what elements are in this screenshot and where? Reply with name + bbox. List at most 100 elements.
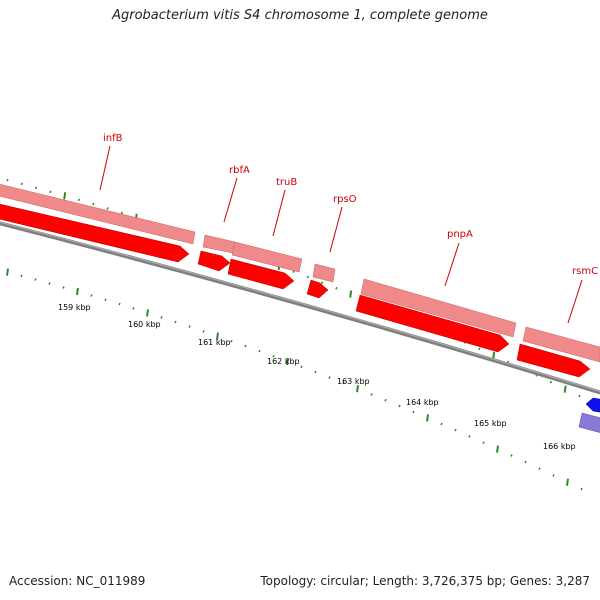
minor-tick	[510, 454, 513, 457]
minor-tick	[549, 380, 553, 384]
major-tick	[426, 414, 429, 422]
kbp-label: 166 kbp	[543, 442, 576, 451]
minor-tick	[335, 286, 338, 290]
minor-tick	[258, 349, 261, 353]
major-tick	[146, 309, 149, 317]
leader-rsmC	[567, 279, 583, 324]
gene-label-rbfA: rbfA	[229, 165, 250, 176]
kbp-label: 160 kbp	[128, 320, 161, 329]
gene-label-rsmC: rsmC	[572, 266, 598, 277]
major-tick	[349, 290, 353, 298]
minor-tick	[20, 274, 23, 278]
leader-truB	[272, 189, 286, 237]
minor-tick	[524, 460, 527, 464]
gene-arrow-rbfA	[197, 250, 231, 272]
minor-tick	[230, 339, 233, 343]
accession-text: Accession: NC_011989	[9, 574, 146, 588]
gene-arrows	[0, 203, 591, 378]
genome-backbone	[0, 221, 600, 395]
major-tick	[6, 268, 9, 276]
genome-backbone-highlight	[0, 221, 600, 392]
minor-tick	[188, 325, 191, 328]
minor-tick	[120, 211, 124, 215]
minor-tick	[244, 344, 247, 348]
leader-pnpA	[444, 242, 460, 287]
minor-tick	[118, 302, 121, 306]
gene-label-leaders	[99, 145, 583, 324]
minor-tick	[202, 330, 205, 333]
minor-tick	[580, 487, 583, 491]
minor-tick	[106, 207, 109, 210]
minor-tick	[454, 428, 457, 432]
minor-tick	[328, 376, 331, 379]
gene-arrow-rpsO	[306, 279, 329, 299]
minor-tick	[412, 410, 415, 414]
minor-tick	[342, 381, 345, 385]
gene-arrow-infB	[0, 203, 190, 263]
leader-rbfA	[223, 177, 238, 223]
reverse-gene-arrow	[585, 397, 600, 413]
minor-tick	[48, 282, 51, 285]
minor-tick	[20, 182, 23, 186]
minor-tick	[160, 316, 163, 319]
major-tick	[563, 385, 567, 393]
kbp-labels: 159 kbp 160 kbp 161 kbp 162 kbp 163 kbp …	[58, 303, 576, 451]
gene-arrow-truB	[227, 258, 295, 290]
minor-tick	[49, 190, 52, 194]
kbp-label: 162 kbp	[267, 357, 300, 366]
major-tick	[216, 332, 219, 340]
gene-labels: infB rbfA truB rpsO pnpA rsmC	[103, 133, 598, 277]
kbp-label: 165 kbp	[474, 419, 507, 428]
major-tick	[566, 478, 569, 486]
minor-tick	[320, 281, 324, 285]
minor-tick	[370, 393, 373, 396]
minor-tick	[77, 198, 81, 202]
leader-infB	[99, 145, 111, 191]
gene-label-pnpA: pnpA	[447, 229, 473, 240]
major-tick	[286, 357, 289, 366]
feature-bar-truB	[231, 241, 303, 273]
leader-rpsO	[329, 206, 343, 253]
kbp-label: 163 kbp	[337, 377, 370, 386]
minor-tick	[104, 298, 107, 302]
reverse-genes	[578, 397, 600, 433]
minor-tick	[440, 422, 443, 426]
map-title: Agrobacterium vitis S4 chromosome 1, com…	[112, 8, 488, 23]
major-tick	[356, 385, 359, 393]
minor-tick	[552, 474, 555, 477]
gene-label-infB: infB	[103, 133, 123, 144]
gene-label-rpsO: rpsO	[333, 194, 357, 205]
kbp-label: 159 kbp	[58, 303, 91, 312]
inner-tick-ring	[6, 268, 583, 491]
kbp-label: 161 kbp	[198, 338, 231, 347]
minor-tick	[132, 307, 135, 310]
minor-tick	[578, 394, 581, 398]
minor-tick	[292, 270, 295, 274]
major-tick	[496, 445, 499, 453]
major-tick	[492, 351, 496, 359]
minor-tick	[478, 347, 481, 351]
feature-bar-rbfA	[202, 234, 236, 254]
minor-tick	[174, 320, 177, 324]
major-tick	[63, 192, 67, 200]
minor-tick	[92, 202, 95, 206]
minor-tick	[538, 467, 541, 471]
minor-tick	[314, 370, 317, 374]
minor-tick	[6, 178, 9, 182]
feature-bars-outer	[0, 183, 600, 363]
minor-tick	[34, 278, 37, 281]
major-tick	[76, 287, 79, 296]
feature-bar-pnpA	[360, 278, 517, 338]
minor-tick	[34, 186, 38, 190]
minor-tick	[300, 365, 303, 369]
reverse-feature-bar	[578, 412, 600, 433]
feature-bar-rsmC	[522, 326, 600, 363]
feature-bar-rpsO	[312, 263, 336, 283]
minor-tick	[468, 435, 471, 438]
minor-tick	[306, 275, 309, 279]
minor-tick	[62, 286, 65, 289]
kbp-label: 164 kbp	[406, 398, 439, 407]
minor-tick	[384, 398, 387, 402]
minor-tick	[272, 354, 275, 358]
